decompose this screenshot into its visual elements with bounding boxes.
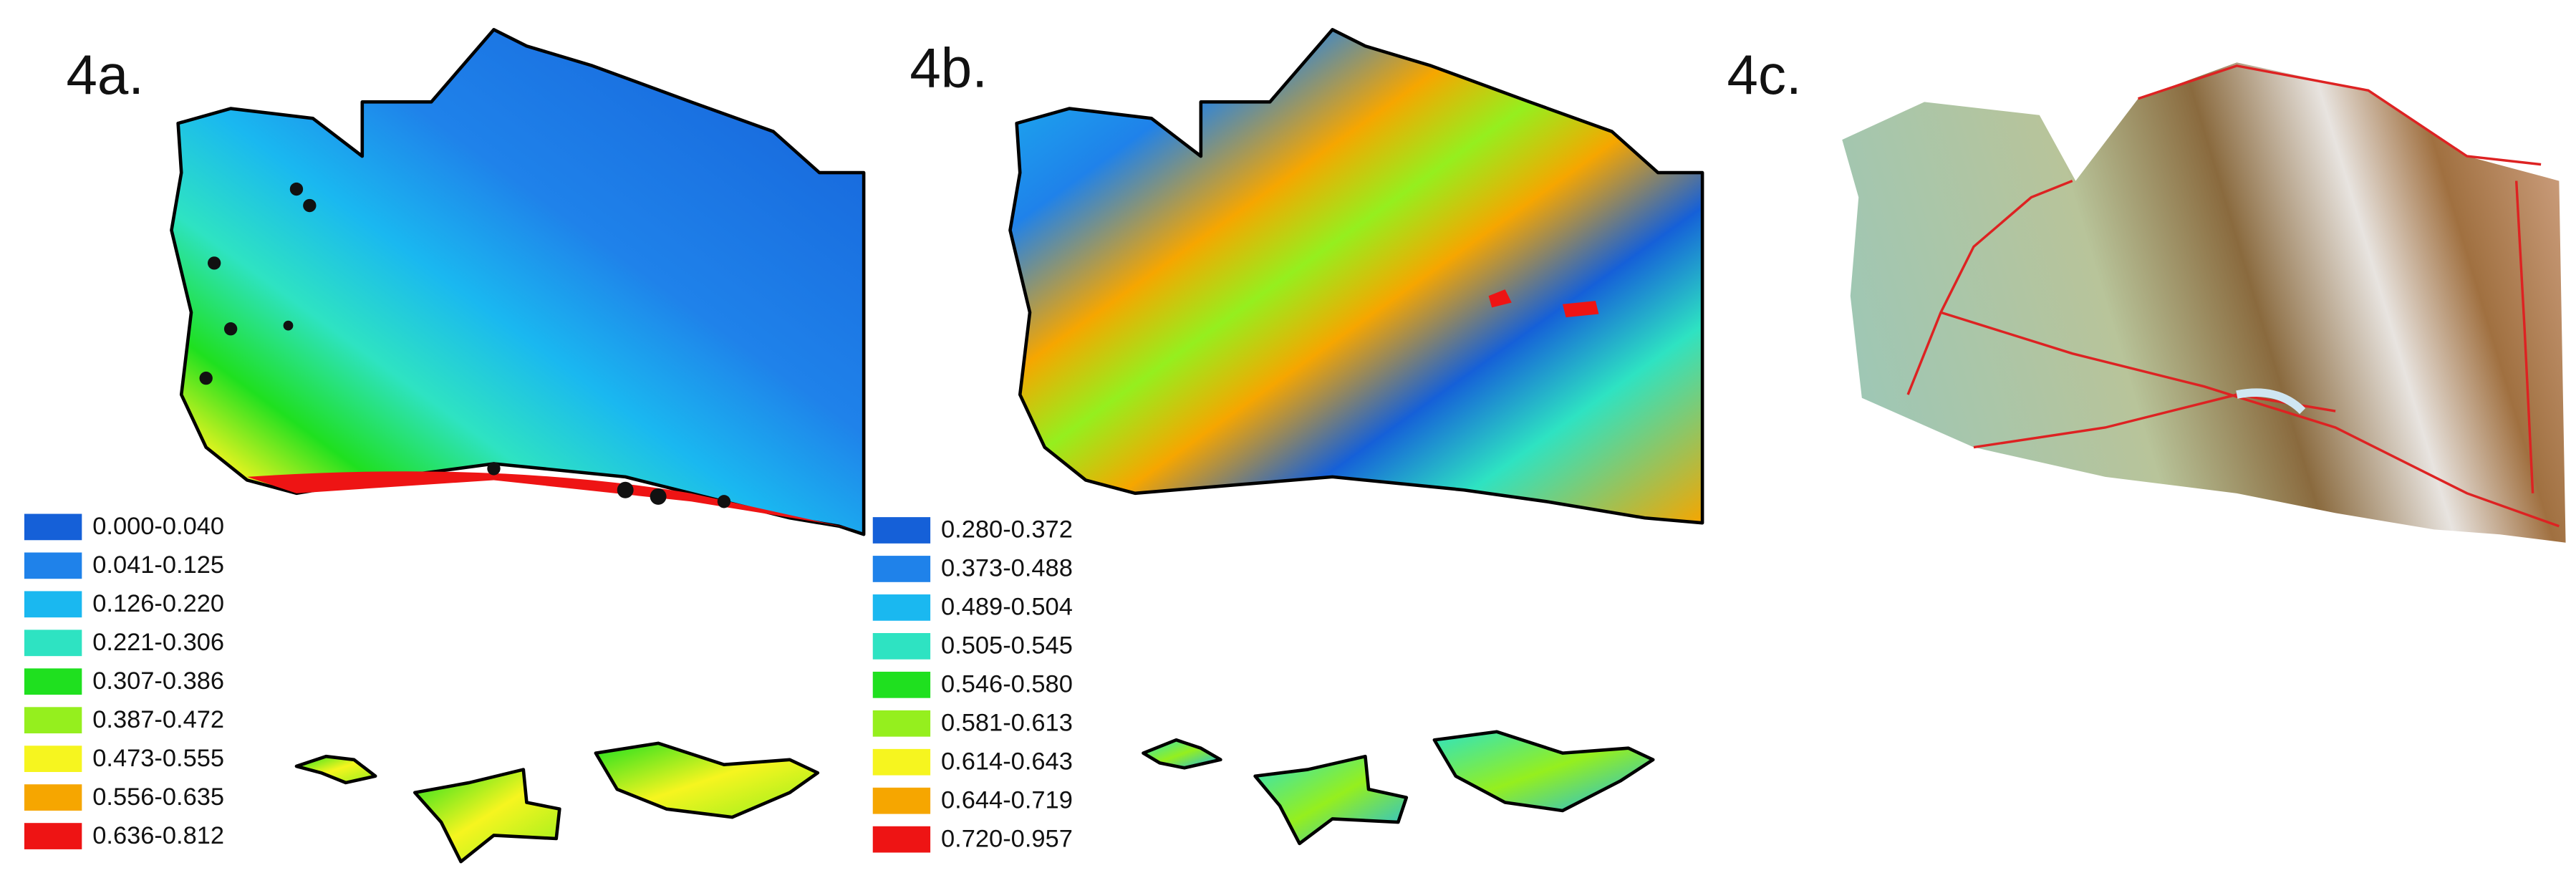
island xyxy=(1432,730,1655,813)
legend-swatch xyxy=(22,821,84,851)
legend-swatch xyxy=(22,512,84,542)
island xyxy=(413,768,561,864)
legend-label: 0.373-0.488 xyxy=(941,555,1073,582)
map-mainland xyxy=(170,28,866,536)
legend-label: 0.387-0.472 xyxy=(92,706,224,733)
legend-label: 0.041-0.125 xyxy=(92,551,224,579)
panel-label: 4b. xyxy=(910,37,988,100)
marker xyxy=(207,256,221,270)
legend-swatch xyxy=(871,631,932,662)
legend-swatch xyxy=(871,824,932,854)
legend-swatch xyxy=(22,743,84,774)
legend-swatch xyxy=(22,667,84,697)
marker xyxy=(487,462,501,476)
road xyxy=(1940,311,2560,528)
map-mainland xyxy=(1008,28,1704,525)
legend-label: 0.489-0.504 xyxy=(941,594,1073,621)
island xyxy=(294,754,377,785)
legend-label: 0.546-0.580 xyxy=(941,671,1073,698)
legend-swatch xyxy=(22,589,84,619)
legend-swatch xyxy=(871,592,932,623)
legend-label: 0.000-0.040 xyxy=(92,513,224,540)
marker xyxy=(283,320,294,331)
legend-swatch xyxy=(22,551,84,581)
island xyxy=(594,741,820,819)
legend-swatch xyxy=(22,705,84,735)
point-markers xyxy=(199,182,731,508)
legend-swatch xyxy=(871,515,932,546)
marker xyxy=(223,322,238,336)
legend-swatch xyxy=(871,747,932,777)
legend-swatch xyxy=(22,782,84,813)
legend-label: 0.644-0.719 xyxy=(941,786,1073,814)
legend-swatch xyxy=(871,786,932,816)
legend-label: 0.556-0.635 xyxy=(92,783,224,811)
marker xyxy=(199,371,213,385)
legend-label: 0.307-0.386 xyxy=(92,667,224,695)
coast-band xyxy=(247,471,856,530)
marker xyxy=(289,182,304,196)
legend-swatch xyxy=(22,628,84,658)
panel-label: 4a. xyxy=(67,43,145,106)
marker xyxy=(617,481,634,498)
lake xyxy=(2236,388,2306,415)
road xyxy=(1906,179,2073,395)
marker xyxy=(650,488,667,505)
panel-label: 4c. xyxy=(1727,43,1802,106)
legend-swatch xyxy=(871,670,932,700)
legend-label: 0.221-0.306 xyxy=(92,629,224,656)
island xyxy=(1142,738,1222,770)
hotspot xyxy=(1488,289,1599,318)
island xyxy=(1253,754,1409,846)
legend-label: 0.636-0.812 xyxy=(92,822,224,849)
legend-label: 0.505-0.545 xyxy=(941,632,1073,660)
legend-label: 0.473-0.555 xyxy=(92,745,224,772)
legend-label: 0.280-0.372 xyxy=(941,516,1073,544)
legend-label: 0.581-0.613 xyxy=(941,710,1073,737)
legend-label: 0.614-0.643 xyxy=(941,748,1073,775)
legend-swatch xyxy=(871,708,932,738)
relief-map xyxy=(1842,62,2566,543)
marker xyxy=(717,495,731,508)
legend-swatch xyxy=(871,554,932,584)
road xyxy=(2138,64,2542,166)
legend-label: 0.126-0.220 xyxy=(92,590,224,617)
marker xyxy=(303,198,317,213)
road xyxy=(2514,180,2534,493)
legend-label: 0.720-0.957 xyxy=(941,825,1073,852)
